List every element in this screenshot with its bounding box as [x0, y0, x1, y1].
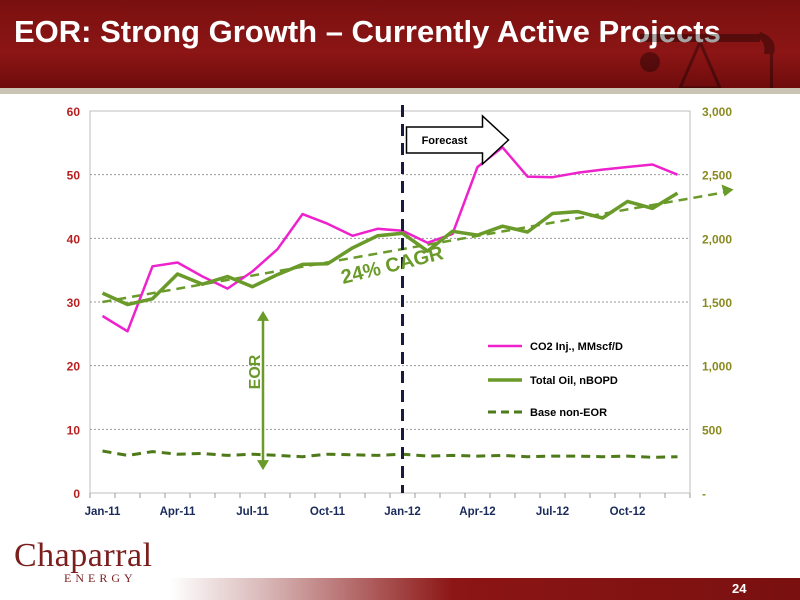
slide-header: EOR: Strong Growth – Currently Active Pr…: [0, 0, 800, 88]
series-line-2: [102, 449, 678, 459]
x-tick-label: Apr-12: [459, 506, 495, 518]
y-right-tick-label: 2,000: [702, 232, 732, 246]
y-left-tick-label: 60: [67, 105, 81, 119]
y-right-tick-label: 2,500: [702, 169, 732, 183]
eor-arrowhead-bottom: [257, 460, 269, 471]
y-right-tick-label: 3,000: [702, 105, 732, 119]
eor-line-chart: 0 10 20 30 40 50 60 - 500 1,000 1,500 2,000 2,500 3,0…: [67, 105, 734, 518]
series-line-0: [101, 146, 678, 333]
cagr-label: 24% CAGR: [339, 242, 446, 289]
slide-title: EOR: Strong Growth – Currently Active Pr…: [14, 14, 721, 49]
footer-bar: [170, 578, 800, 600]
x-tick-label: Apr-11: [160, 506, 196, 518]
x-tick-label: Jan-12: [384, 506, 420, 518]
page-number: 24: [732, 581, 747, 596]
y-right-tick-label: 1,500: [702, 296, 732, 310]
y-left-tick-label: 30: [67, 296, 81, 310]
company-logo: Chaparral: [14, 537, 153, 574]
x-tick-label: Oct-12: [610, 506, 646, 518]
header-stripe: [0, 88, 800, 94]
y-left-tick-label: 10: [67, 423, 81, 437]
y-right-tick-label: 500: [702, 423, 722, 437]
eor-arrowhead-top: [257, 310, 269, 321]
x-tick-label: Jul-11: [236, 506, 269, 518]
y-left-tick-label: 40: [67, 232, 81, 246]
y-right-tick-label: 1,000: [702, 360, 732, 374]
pumpjack-icon: [640, 32, 775, 88]
y-left-tick-label: 20: [67, 360, 81, 374]
cagr-trend-line: [102, 191, 724, 304]
x-tick-label: Jul-12: [536, 506, 569, 518]
cagr-trend-arrowhead: [721, 184, 734, 197]
series-line-1: [101, 191, 679, 307]
y-left-tick-label: 50: [67, 169, 81, 183]
legend-label: Total Oil, nBOPD: [530, 375, 618, 387]
legend-label: CO2 Inj., MMscf/D: [530, 341, 623, 353]
forecast-label: Forecast: [422, 135, 468, 147]
x-tick-label: Oct-11: [310, 506, 346, 518]
company-logo-subtext: ENERGY: [64, 571, 137, 585]
eor-label: EOR: [247, 354, 264, 389]
legend-label: Base non-EOR: [530, 407, 607, 419]
y-left-tick-label: 0: [73, 487, 80, 501]
forecast-arrow: [405, 114, 510, 166]
x-tick-label: Jan-11: [85, 506, 121, 518]
y-right-tick-label: -: [702, 487, 706, 501]
